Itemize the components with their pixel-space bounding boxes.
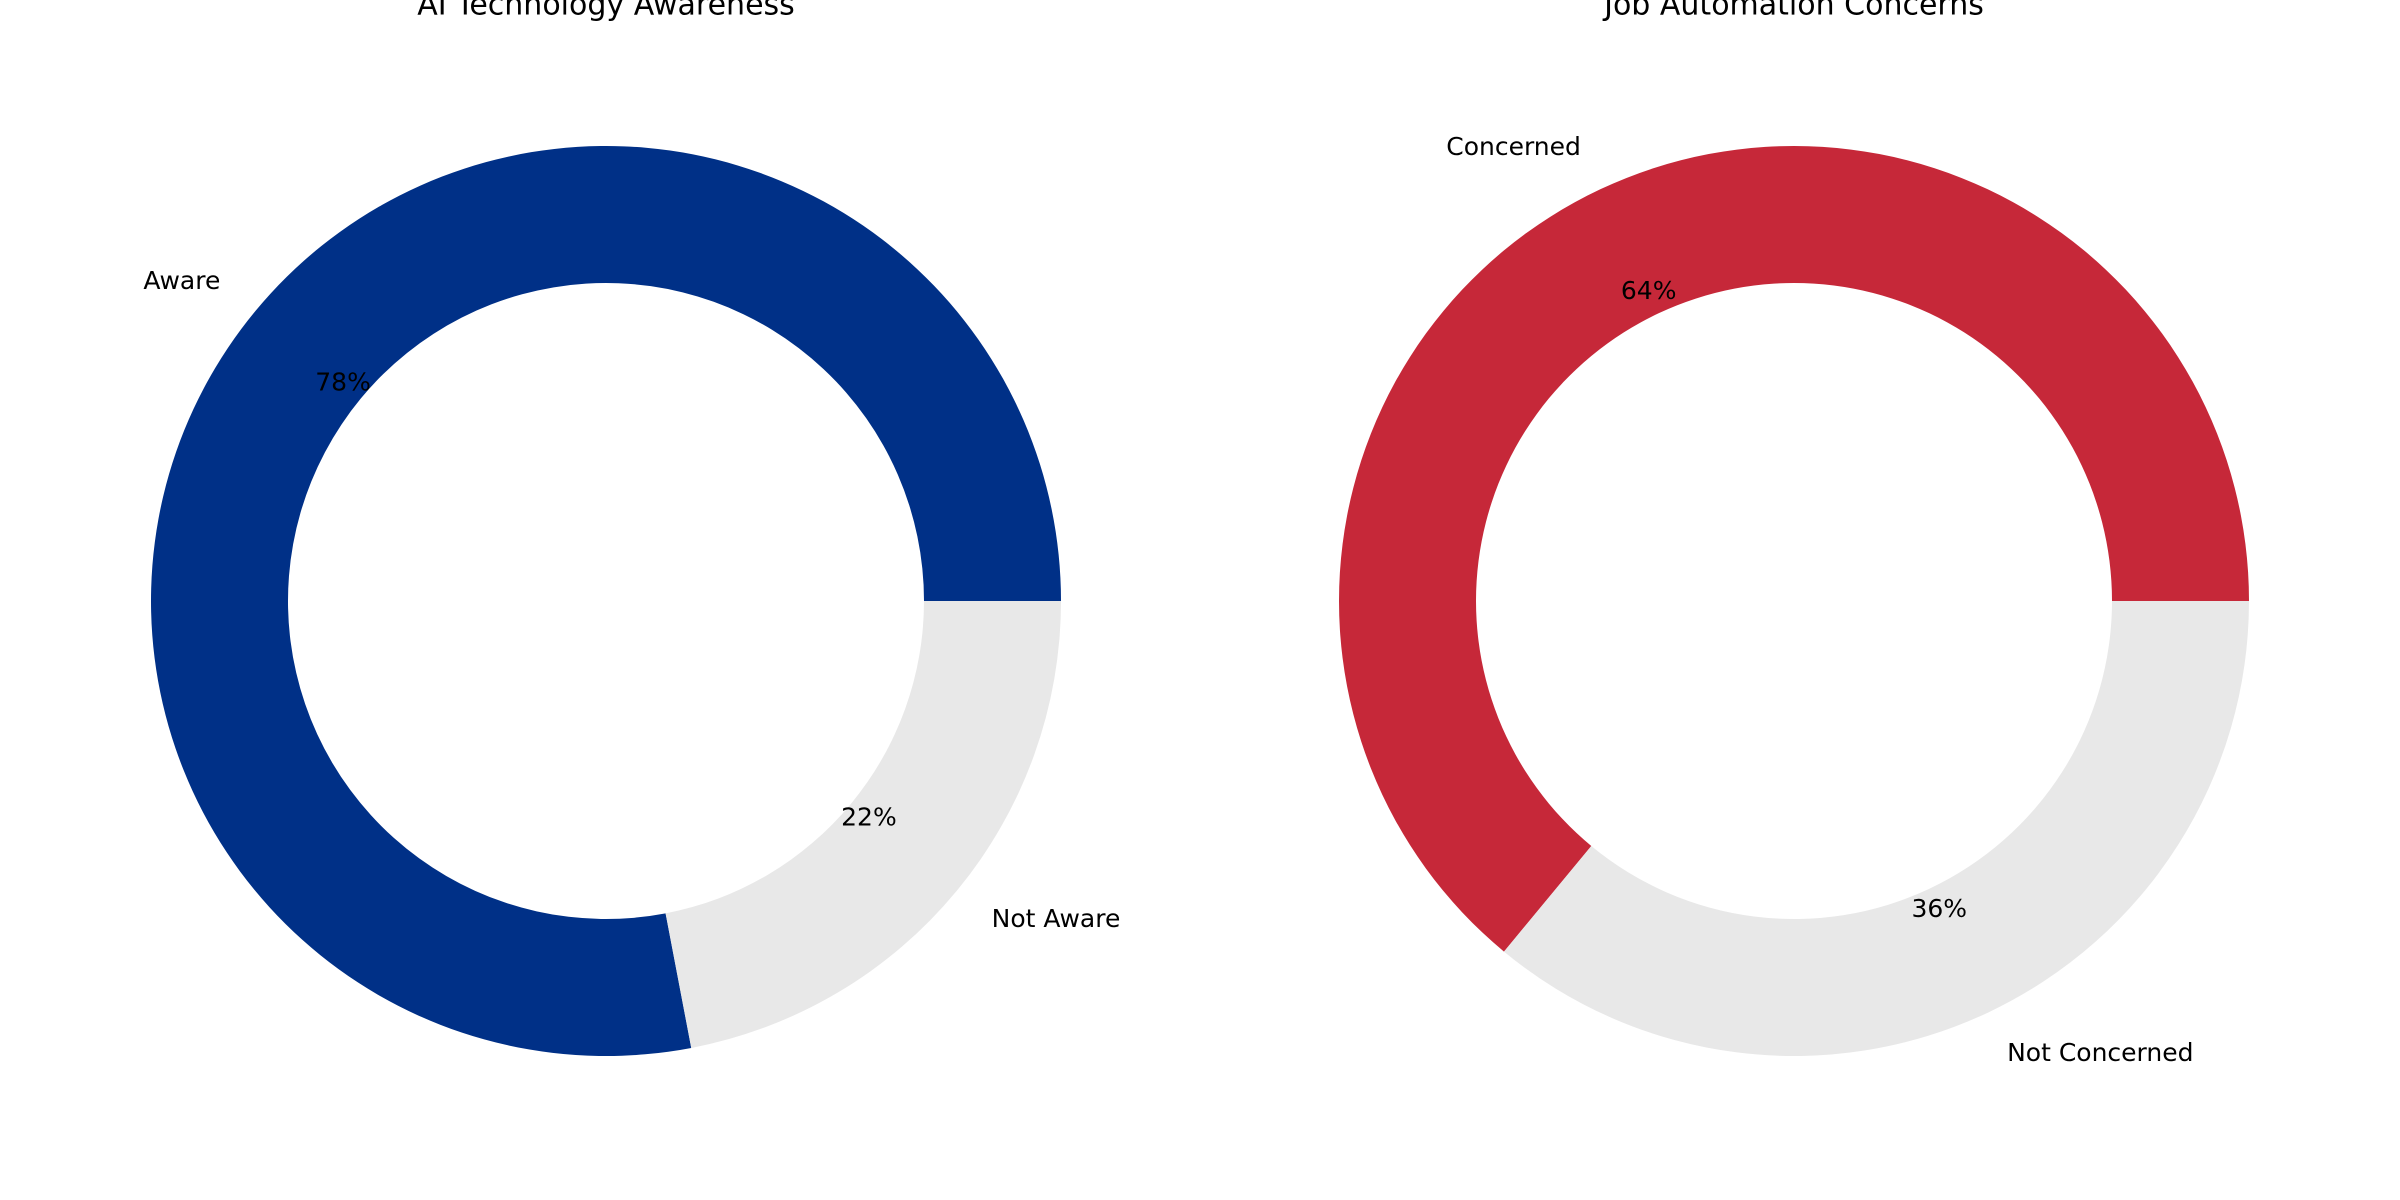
- segment-label: Not Concerned: [2007, 1038, 2193, 1067]
- percent-label: 22%: [841, 803, 897, 832]
- percent-label: 64%: [1621, 276, 1677, 305]
- segment-label: Concerned: [1446, 132, 1581, 161]
- percent-label: 78%: [315, 367, 371, 396]
- donut-segment: [151, 146, 1062, 1056]
- chart-title: Job Automation Concerns: [1602, 0, 1984, 23]
- segment-label: Not Aware: [992, 904, 1121, 933]
- chart-title: AI Technology Awareness: [417, 0, 795, 23]
- donut-segment: [1503, 601, 2249, 1056]
- percent-label: 36%: [1912, 894, 1968, 923]
- donut-segment: [1339, 145, 2249, 952]
- segment-label: Aware: [143, 266, 220, 295]
- donut-segment: [665, 601, 1061, 1048]
